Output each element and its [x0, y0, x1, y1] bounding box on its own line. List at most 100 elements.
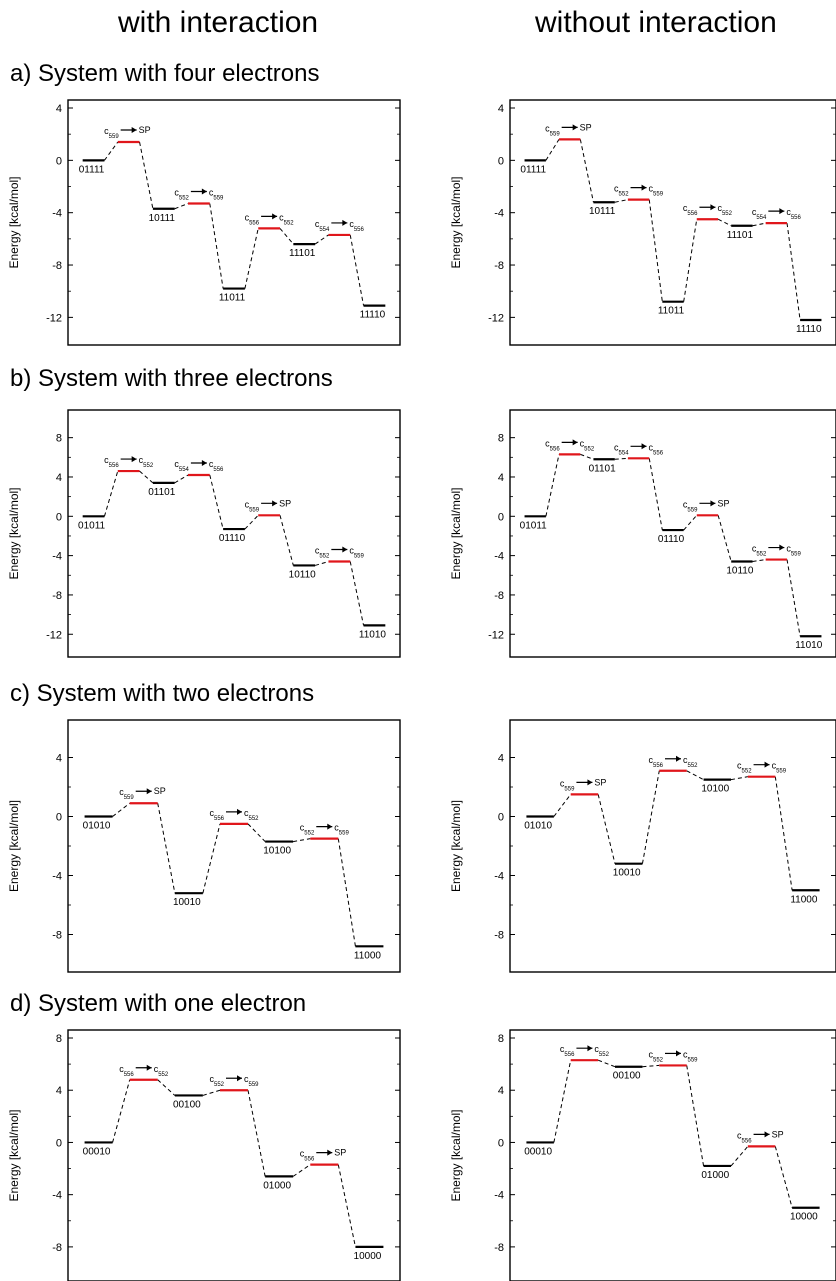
p6-transition-to-label: c559 — [244, 1074, 259, 1088]
p1-transition-arrow-head — [641, 184, 647, 191]
p1-ytick-label: 0 — [498, 155, 504, 167]
p5-y-axis-label: Energy [kcal/mol] — [449, 800, 463, 892]
p2-connector-dash — [314, 561, 329, 566]
p6-connector-dash — [112, 1079, 131, 1143]
p2-ytick-label: 8 — [56, 433, 62, 445]
p4-connector-dash — [112, 802, 131, 817]
p2-connector-dash — [349, 561, 365, 626]
p7-ytick-label: 8 — [498, 1033, 504, 1045]
p5-transition-arrow-head — [676, 755, 681, 762]
p5-connector-dash — [553, 794, 572, 817]
p5-state-label: 11000 — [790, 894, 818, 905]
p6-connector-dash — [157, 1079, 176, 1096]
p1-transition-from-label: c559 — [545, 123, 560, 137]
p6-transition-arrow-head — [237, 1075, 242, 1082]
p1-state-label: 11110 — [796, 324, 822, 335]
p3-transition-to-label: SP — [717, 498, 729, 508]
p4-ytick-label: 0 — [56, 812, 62, 824]
p5-ytick-label: -4 — [494, 871, 504, 883]
p6-connector-dash — [247, 1090, 266, 1177]
p5-ytick-label: -8 — [494, 930, 504, 942]
p7-transition-arrow-head — [764, 1131, 770, 1138]
p6-state-label: 01000 — [263, 1180, 291, 1191]
p6-transition-arrow-head — [146, 1064, 152, 1071]
p2-state-label: 01101 — [148, 487, 176, 498]
p7-transition-from-label: c556 — [737, 1130, 752, 1144]
p1-transition-arrow-head — [710, 204, 716, 211]
p5-connector-dash — [597, 794, 616, 864]
p6-ytick-label: 8 — [56, 1033, 62, 1045]
p0-connector-dash — [279, 228, 294, 245]
p7-connector-dash — [730, 1146, 749, 1167]
p7-transition-from-label: c556 — [560, 1044, 575, 1058]
p7-ytick-label: 0 — [498, 1137, 504, 1149]
p3-ytick-label: -8 — [494, 590, 504, 602]
p1-transition-to-label: SP — [580, 122, 592, 132]
p0-transition-arrow-head — [201, 188, 207, 195]
p0-transition-arrow-head — [131, 127, 137, 134]
p5-connector-dash — [774, 776, 793, 891]
p1-transition-arrow-head — [572, 124, 578, 131]
p3-ytick-label: 4 — [498, 472, 504, 484]
p0-ytick-label: 4 — [56, 103, 62, 115]
p5-connector-dash — [641, 770, 660, 864]
p2-plot-frame — [67, 409, 401, 658]
p1-connector-dash — [614, 199, 628, 203]
p1-ytick-label: -4 — [494, 208, 504, 220]
p0-transition-from-label: c552 — [174, 188, 189, 202]
p3-plot-frame — [509, 409, 836, 658]
p3-state-label: 01011 — [520, 520, 548, 531]
p5-transition-from-label: c556 — [648, 755, 663, 769]
p1-state-label: 01111 — [520, 164, 546, 175]
p7-connector-dash — [686, 1065, 705, 1167]
p4-transition-from-label: c552 — [300, 823, 315, 837]
p5-transition-to-label: SP — [594, 777, 606, 787]
p2-connector-dash — [174, 474, 189, 484]
p4-connector-dash — [293, 838, 311, 843]
p1-connector-dash — [717, 218, 732, 227]
section-title-c: c) System with two electrons — [10, 680, 315, 707]
p3-transition-from-label: c559 — [683, 499, 698, 513]
p2-connector-dash — [279, 515, 294, 566]
p3-state-label: 01101 — [589, 463, 617, 474]
p6-ytick-label: -4 — [52, 1190, 62, 1202]
p3-state-label: 11010 — [795, 640, 823, 651]
p2-transition-to-label: c552 — [139, 455, 154, 469]
p5-transition-arrow-head — [764, 761, 770, 768]
header-with-interaction: with interaction — [118, 6, 319, 39]
p1-state-label: 11011 — [658, 306, 685, 317]
section-title-b: b) System with three electrons — [10, 365, 333, 392]
p0-connector-dash — [244, 228, 259, 289]
p3-transition-to-label: c559 — [786, 544, 801, 558]
p2-state-label: 11010 — [359, 629, 387, 640]
p3-connector-dash — [545, 454, 560, 517]
p0-state-label: 11011 — [219, 293, 246, 304]
p3-connector-dash — [717, 515, 732, 562]
p7-plot-frame — [509, 1029, 836, 1281]
p4-connector-dash — [247, 823, 266, 842]
p6-ytick-label: -8 — [52, 1242, 62, 1254]
p4-transition-from-label: c556 — [209, 808, 224, 822]
p4-state-label: 10100 — [263, 846, 291, 857]
p7-state-label: 10000 — [790, 1212, 818, 1223]
p7-state-label: 00100 — [613, 1071, 641, 1082]
p0-transition-arrow-head — [342, 219, 348, 226]
p0-plot-frame — [67, 99, 401, 346]
p4-transition-to-label: c559 — [334, 823, 349, 837]
p7-state-label: 00010 — [524, 1146, 552, 1157]
p1-ytick-label: -8 — [494, 260, 504, 272]
p7-ytick-label: -4 — [494, 1190, 504, 1202]
p1-transition-arrow-head — [779, 208, 785, 215]
p1-state-label: 10111 — [589, 206, 616, 217]
p1-ytick-label: 4 — [498, 103, 504, 115]
p0-state-label: 10111 — [149, 213, 176, 224]
p1-transition-to-label: c552 — [717, 203, 732, 217]
p2-transition-to-label: c556 — [209, 459, 224, 473]
p1-connector-dash — [752, 222, 766, 227]
p1-transition-from-label: c554 — [752, 207, 767, 221]
p2-transition-arrow-head — [272, 500, 278, 507]
p4-state-label: 11000 — [354, 950, 382, 961]
p7-transition-to-label: c552 — [594, 1044, 609, 1058]
p1-plot-frame — [509, 99, 836, 346]
